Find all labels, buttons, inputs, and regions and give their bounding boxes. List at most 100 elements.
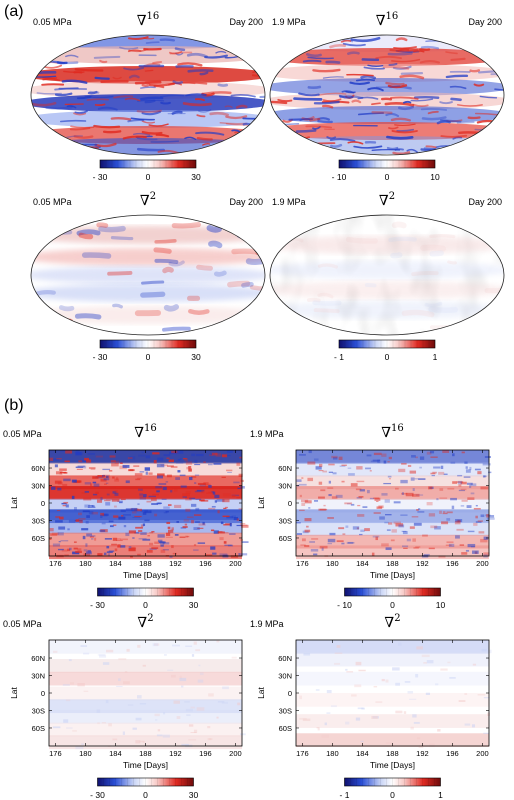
hovmoller-3-colorbar-min: - 1 (340, 790, 350, 800)
map-0-pressure: 0.05 MPa (33, 17, 72, 27)
hovmoller-2-xtick-2: 184 (109, 749, 122, 758)
hovmoller-3-ytick-2: 0 (288, 689, 292, 698)
map-2-field (31, 215, 265, 335)
hovmoller-panels: 0.05 MPa ∇16 60N 30N 0 30S 60S Lat 176 180 184 188 1… (3, 423, 495, 800)
hovmoller-2-field (49, 640, 246, 750)
hovmoller-2-xtick-0: 176 (49, 749, 62, 758)
map-1-colorbar (338, 159, 436, 169)
map-1-outline (269, 34, 505, 156)
hovmoller-2-colorbar (97, 777, 194, 787)
hovmoller-3-xtick-1: 180 (326, 749, 339, 758)
map-3-title: ∇2 (379, 191, 395, 209)
hovmoller-0-colorbar-mid: 0 (143, 600, 148, 610)
hovmoller-0-ytick-0: 60N (31, 464, 45, 473)
hovmoller-3-xtick-4: 192 (416, 749, 429, 758)
hovmoller-0-colorbar (97, 587, 194, 597)
hovmoller-0-title: ∇16 (134, 423, 157, 441)
map-2-colorbar-mid: 0 (146, 352, 151, 362)
hovmoller-2-xtick-6: 200 (229, 749, 242, 758)
hovmoller-0-ytick-4: 60S (32, 534, 45, 543)
map-1-colorbar-mid: 0 (385, 172, 390, 182)
hovmoller-3: 1.9 MPa ∇2 60N 30N 0 30S 60S Lat 176 180 184 188 192… (250, 613, 492, 800)
hovmoller-1-colorbar-max: 10 (436, 600, 446, 610)
map-panels: 0.05 MPa Day 200 ∇16 - 30 0 30 1.9 MPa Day 200 ∇… (30, 11, 505, 362)
hovmoller-1-xtick-1: 180 (326, 559, 339, 568)
map-1-pressure: 1.9 MPa (272, 17, 306, 27)
hovmoller-1-ylabel: Lat (256, 496, 266, 508)
map-3-pressure: 1.9 MPa (272, 197, 306, 207)
map-1-day: Day 200 (468, 17, 502, 27)
hovmoller-2-xtick-5: 196 (199, 749, 212, 758)
hovmoller-3-xtick-0: 176 (296, 749, 309, 758)
hovmoller-2-colorbar-min: - 30 (90, 790, 105, 800)
hovmoller-0-colorbar-max: 30 (189, 600, 199, 610)
hovmoller-3-xlabel: Time [Days] (370, 760, 415, 770)
panel-label-b: (b) (4, 397, 24, 414)
map-2-colorbar-min: - 30 (93, 352, 108, 362)
map-2-outline (30, 214, 266, 336)
hovmoller-1-colorbar (344, 587, 441, 597)
hovmoller-1-ytick-0: 60N (278, 464, 292, 473)
hovmoller-1-ytick-1: 30N (278, 482, 292, 491)
hovmoller-1-ytick-3: 30S (279, 516, 292, 525)
hovmoller-1-pressure: 1.9 MPa (250, 429, 284, 439)
hovmoller-2-title: ∇2 (137, 613, 153, 631)
hovmoller-0-xtick-5: 196 (199, 559, 212, 568)
hovmoller-2-ylabel: Lat (9, 686, 19, 698)
hovmoller-0-xtick-6: 200 (229, 559, 242, 568)
map-1-colorbar-min: - 10 (332, 172, 347, 182)
map-1-title: ∇16 (376, 11, 399, 29)
hovmoller-1-ytick-4: 60S (279, 534, 292, 543)
hovmoller-1-xtick-2: 184 (356, 559, 369, 568)
hovmoller-3-xtick-6: 200 (476, 749, 489, 758)
map-0-day: Day 200 (229, 17, 263, 27)
hovmoller-0-pressure: 0.05 MPa (3, 429, 42, 439)
map-2: 0.05 MPa Day 200 ∇2 - 30 0 30 (30, 191, 266, 362)
hovmoller-2: 0.05 MPa ∇2 60N 30N 0 30S 60S Lat 176 180 184 188 19… (3, 613, 246, 800)
map-3-colorbar (338, 339, 436, 349)
map-0-title: ∇16 (137, 11, 160, 29)
map-2-day: Day 200 (229, 197, 263, 207)
hovmoller-3-field (296, 640, 492, 748)
hovmoller-0: 0.05 MPa ∇16 60N 30N 0 30S 60S Lat 176 180 184 188 1… (3, 423, 249, 610)
hovmoller-3-ylabel: Lat (256, 686, 266, 698)
hovmoller-0-xlabel: Time [Days] (123, 570, 168, 580)
hovmoller-0-xtick-3: 188 (139, 559, 152, 568)
hovmoller-1-xtick-6: 200 (476, 559, 489, 568)
map-3: 1.9 MPa Day 200 ∇2 - 1 0 1 (269, 191, 505, 362)
hovmoller-0-field (49, 450, 249, 560)
hovmoller-2-ytick-0: 60N (31, 654, 45, 663)
hovmoller-1-xlabel: Time [Days] (370, 570, 415, 580)
map-3-outline (269, 214, 505, 336)
hovmoller-1-xtick-4: 192 (416, 559, 429, 568)
map-0-colorbar-mid: 0 (146, 172, 151, 182)
hovmoller-3-colorbar-mid: 0 (390, 790, 395, 800)
map-0-outline (30, 34, 266, 156)
hovmoller-3-xtick-3: 188 (386, 749, 399, 758)
hovmoller-0-colorbar-min: - 30 (90, 600, 105, 610)
hovmoller-2-xtick-4: 192 (169, 749, 182, 758)
hovmoller-0-xtick-1: 180 (79, 559, 92, 568)
hovmoller-1-ytick-2: 0 (288, 499, 292, 508)
hovmoller-0-ytick-3: 30S (32, 516, 45, 525)
hovmoller-2-ytick-4: 60S (32, 724, 45, 733)
map-2-title: ∇2 (140, 191, 156, 209)
hovmoller-2-ytick-3: 30S (32, 706, 45, 715)
hovmoller-1-title: ∇16 (381, 423, 404, 441)
map-3-day: Day 200 (468, 197, 502, 207)
map-0-colorbar (99, 159, 197, 169)
hovmoller-2-colorbar-mid: 0 (143, 790, 148, 800)
hovmoller-3-colorbar-max: 1 (438, 790, 443, 800)
hovmoller-3-colorbar (344, 777, 441, 787)
hovmoller-1-colorbar-mid: 0 (390, 600, 395, 610)
hovmoller-3-xtick-2: 184 (356, 749, 369, 758)
hovmoller-2-xtick-1: 180 (79, 749, 92, 758)
map-2-colorbar-max: 30 (191, 352, 201, 362)
hovmoller-0-xtick-2: 184 (109, 559, 122, 568)
map-1-field (270, 35, 504, 155)
hovmoller-1-xtick-0: 176 (296, 559, 309, 568)
panel-label-a: (a) (4, 3, 24, 20)
hovmoller-2-colorbar-max: 30 (189, 790, 199, 800)
hovmoller-2-xlabel: Time [Days] (123, 760, 168, 770)
